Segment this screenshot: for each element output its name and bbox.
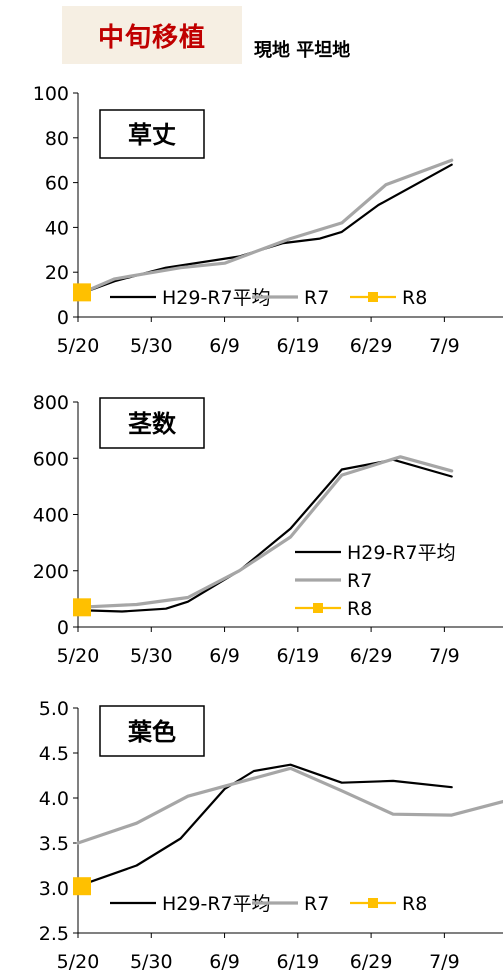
x-tick-label: 6/19 bbox=[276, 645, 319, 667]
legend-label: R7 bbox=[347, 570, 372, 592]
legend: H29-R7平均 R7 R8 bbox=[110, 893, 427, 915]
legend-label: R8 bbox=[402, 287, 427, 309]
y-tick-label: 800 bbox=[33, 392, 69, 414]
legend-marker-r8 bbox=[313, 603, 323, 613]
y-tick-label: 60 bbox=[45, 173, 69, 195]
series-marker-r8 bbox=[73, 877, 91, 896]
legend-label: R8 bbox=[347, 598, 372, 620]
chart-title: 茎数 bbox=[128, 410, 177, 438]
chart-title: 草丈 bbox=[128, 121, 176, 149]
chart-title-box bbox=[99, 109, 205, 159]
y-tick-label: 5.0 bbox=[39, 698, 69, 720]
legend-label: R7 bbox=[304, 893, 329, 915]
y-tick-label: 3.0 bbox=[39, 878, 69, 900]
x-tick-label: 6/9 bbox=[209, 335, 240, 357]
legend: H29-R7平均 R7 R8 bbox=[110, 287, 427, 309]
legend-label: H29-R7平均 bbox=[162, 893, 271, 915]
x-tick-label: 5/30 bbox=[130, 645, 173, 667]
chart-title-box bbox=[99, 705, 205, 757]
x-tick-label: 6/29 bbox=[350, 645, 393, 667]
page-title: 中旬移植 bbox=[97, 22, 206, 53]
legend: H29-R7平均 R7 R8 bbox=[295, 542, 456, 620]
legend-marker-r8 bbox=[368, 898, 378, 908]
series-line-r7 bbox=[76, 158, 454, 297]
legend-marker-r8 bbox=[368, 292, 378, 302]
x-tick-label: 6/9 bbox=[209, 645, 240, 667]
y-tick-label: 4.5 bbox=[39, 743, 69, 765]
x-tick-label: 7/9 bbox=[429, 645, 460, 667]
chart-title-box bbox=[99, 397, 205, 449]
y-tick-label: 600 bbox=[33, 448, 69, 470]
y-tick-label: 0 bbox=[57, 307, 69, 329]
y-tick-label: 3.5 bbox=[39, 833, 69, 855]
chart-3: 2.5 3.0 3.5 4.0 4.5 5.0 5/20 5/30 6/9 6/19 6/29 7/9… bbox=[39, 698, 503, 973]
series-line-r7 bbox=[76, 766, 503, 845]
series-marker-r8 bbox=[73, 283, 91, 302]
y-tick-label: 80 bbox=[45, 128, 69, 150]
y-tick-label: 40 bbox=[45, 217, 69, 239]
legend-label: H29-R7平均 bbox=[162, 287, 271, 309]
y-tick-label: 200 bbox=[33, 561, 69, 583]
x-tick-label: 5/20 bbox=[57, 645, 100, 667]
y-tick-label: 20 bbox=[45, 262, 69, 284]
x-tick-label: 6/19 bbox=[276, 951, 319, 973]
x-tick-label: 5/30 bbox=[130, 335, 173, 357]
x-tick-label: 5/20 bbox=[57, 951, 100, 973]
x-tick-label: 6/29 bbox=[350, 335, 393, 357]
y-tick-label: 2.5 bbox=[39, 923, 69, 945]
x-tick-label: 6/19 bbox=[276, 335, 319, 357]
legend-label: R8 bbox=[402, 893, 427, 915]
y-tick-label: 400 bbox=[33, 505, 69, 527]
chart-2: 0 200 400 600 800 5/20 5/30 6/9 6/19 6/29 7/9 茎数 H29… bbox=[33, 392, 503, 667]
y-tick-label: 4.0 bbox=[39, 788, 69, 810]
page-subtitle: 現地 平坦地 bbox=[254, 40, 351, 61]
x-tick-label: 6/9 bbox=[209, 951, 240, 973]
x-tick-label: 5/30 bbox=[130, 951, 173, 973]
header-badge bbox=[62, 6, 242, 64]
chart-title: 葉色 bbox=[127, 718, 176, 746]
x-tick-label: 5/20 bbox=[57, 335, 100, 357]
legend-label: H29-R7平均 bbox=[347, 542, 456, 564]
series-line-avg bbox=[76, 458, 453, 613]
y-tick-label: 0 bbox=[57, 617, 69, 639]
legend-label: R7 bbox=[304, 287, 329, 309]
x-tick-label: 6/29 bbox=[350, 951, 393, 973]
series-line-r7 bbox=[76, 455, 454, 609]
x-tick-label: 7/9 bbox=[429, 335, 460, 357]
series-marker-r8 bbox=[73, 598, 91, 617]
y-tick-label: 100 bbox=[33, 83, 69, 105]
x-tick-label: 7/9 bbox=[429, 951, 460, 973]
series-line-avg bbox=[76, 763, 453, 888]
chart-1: 0 20 40 60 80 100 5/20 5/30 6/9 6/19 6/29 7/9 草丈 H29-… bbox=[33, 83, 503, 357]
